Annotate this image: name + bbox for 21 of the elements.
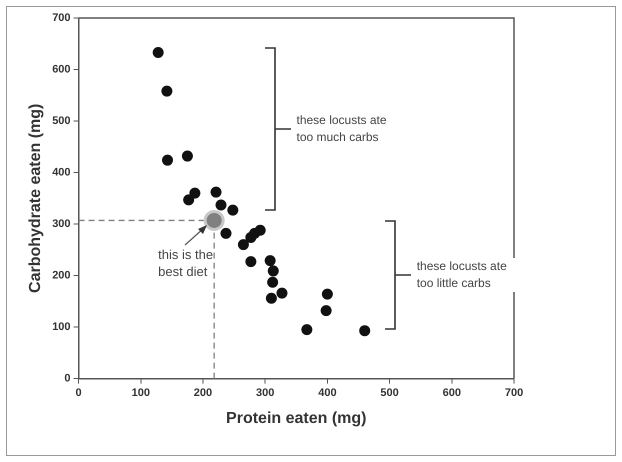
y-tick-label: 300 xyxy=(52,218,71,230)
annotation: these locusts ate too little carbs xyxy=(416,258,525,292)
y-tick-label: 0 xyxy=(64,372,71,385)
annotation: these locusts ate too much carbs xyxy=(296,112,404,146)
x-tick-label: 200 xyxy=(194,387,212,400)
x-tick-label: 700 xyxy=(504,387,524,400)
x-tick-label: 100 xyxy=(132,387,150,400)
x-tick-label: 300 xyxy=(256,387,274,400)
y-axis-title: Carbohydrate eaten (mg) xyxy=(27,104,44,293)
x-tick-label: 600 xyxy=(442,387,461,400)
y-tick-label: 400 xyxy=(52,166,71,179)
y-tick-label: 500 xyxy=(52,115,71,128)
y-tick-label: 100 xyxy=(52,321,71,334)
x-tick-label: 0 xyxy=(75,387,82,400)
annotation: this is the best diet xyxy=(158,246,214,280)
y-tick-label: 200 xyxy=(52,270,71,282)
y-tick-label: 700 xyxy=(52,12,71,24)
x-axis-title: Protein eaten (mg) xyxy=(226,410,367,427)
y-tick-label: 600 xyxy=(52,64,71,76)
x-tick-label: 400 xyxy=(318,387,337,400)
x-tick-label: 500 xyxy=(380,387,399,400)
